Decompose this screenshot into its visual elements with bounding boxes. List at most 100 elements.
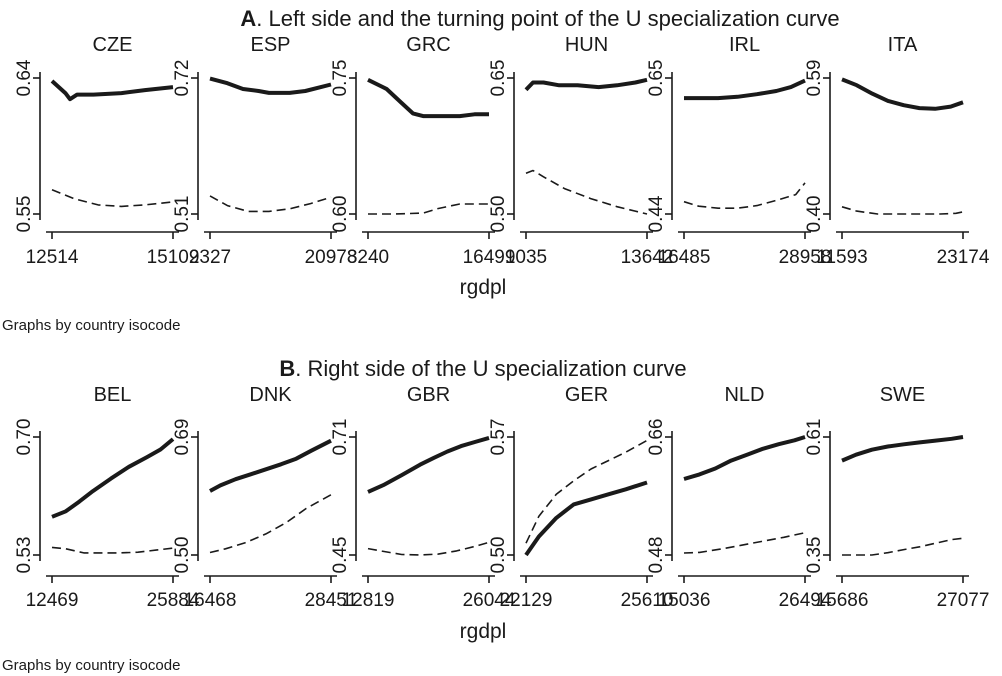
panel-a-esp-title: ESP (250, 34, 290, 56)
panel-a-irl-y-tick-label: 0.44 (646, 195, 667, 232)
panel-b-ger-dashed-line (525, 439, 648, 544)
panel-a-grc-solid-line (367, 78, 489, 119)
panel-a-ita-y-tick-label: 0.59 (804, 60, 825, 97)
panel-a-irl-dashed-line (683, 182, 806, 209)
panel-b-gbr-dashed-line (367, 541, 490, 556)
panel-b-dnk-x-tick-label: 16468 (184, 590, 237, 611)
panel-b-xlabel: rgdpl (460, 620, 507, 643)
panel-a-esp-y-tick-label: 0.51 (172, 196, 193, 233)
panel-b-bel-y-tick-label: 0.53 (14, 537, 35, 574)
panel-a-grc-x-tick-label: 8240 (347, 247, 389, 268)
panel-b-swe-dashed-line (842, 537, 964, 556)
panel-b-dnk-title: DNK (249, 384, 292, 406)
panel-b-swe-x-tick-label: 15686 (816, 590, 869, 611)
panel-b-gbr-y-tick-label: 0.71 (330, 419, 351, 456)
panel-a-grc-title: GRC (406, 34, 450, 56)
panel-a-ita-y-tick-label: 0.40 (804, 196, 825, 233)
panel-a-grc-x-tick-label: 16491 (463, 247, 516, 268)
panel-b-gbr-title: GBR (407, 384, 450, 406)
panel-a-title-text: . Left side and the turning point of the… (256, 6, 839, 31)
panel-b-nld-x-tick-label: 15036 (658, 590, 711, 611)
panel-b-bel-x-tick-label: 25884 (147, 590, 200, 611)
panel-a-title: A. Left side and the turning point of th… (240, 6, 839, 31)
panel-a-ita-subplot: ITA 0.40 0.59 11593 23174 (804, 34, 990, 268)
panel-a-irl-solid-line (684, 78, 806, 101)
panel-b-swe-title: SWE (880, 384, 926, 406)
panel-b-swe-y-tick-label: 0.35 (804, 537, 825, 574)
panel-b-subplots: BEL 0.53 0.70 12469 25884 DNK 0.50 0.69 16468 284… (14, 384, 989, 611)
panel-a-cze-x-tick-label: 12514 (26, 247, 79, 268)
panel-a-hun-solid-line (524, 77, 648, 92)
panel-b-nld-title: NLD (724, 384, 764, 406)
panel-b-gbr-solid-line (367, 435, 490, 494)
panel-a-irl-title: IRL (729, 34, 760, 56)
panel-b-nld-solid-line (683, 435, 806, 481)
panel-b-ger-y-tick-label: 0.50 (488, 537, 509, 574)
panel-a-xlabel: rgdpl (460, 276, 507, 299)
panel-b-gbr-y-tick-label: 0.45 (330, 537, 351, 574)
panel-a-subplots: CZE 0.55 0.64 12514 15102 ESP 0.51 0.72 9327 2097… (14, 34, 990, 268)
panel-a-esp-solid-line (209, 76, 332, 95)
panel-a-irl-x-tick-label: 16485 (658, 247, 711, 268)
panel-a-ita-solid-line (841, 77, 964, 111)
panel-b-dnk-subplot: DNK 0.50 0.69 16468 28451 (172, 384, 357, 611)
panel-a-cze-title: CZE (93, 34, 133, 56)
panel-a-hun-y-tick-label: 0.65 (488, 60, 509, 97)
panel-a-hun-x-tick-label: 9035 (505, 247, 547, 268)
panel-a-hun-subplot: HUN 0.50 0.65 9035 13642 (488, 34, 673, 268)
panel-b-nld-subplot: NLD 0.48 0.66 15036 26494 (646, 384, 832, 611)
panel-b-gbr-x-tick-label: 12819 (342, 590, 395, 611)
panel-a-ita-x-tick-label: 23174 (937, 247, 990, 268)
panel-a-esp-x-tick-label: 9327 (189, 247, 231, 268)
panel-a-grc-subplot: GRC 0.60 0.75 8240 16491 (330, 34, 515, 268)
panel-b-bel-x-tick-label: 12469 (26, 590, 79, 611)
panel-a-hun-title: HUN (565, 34, 608, 56)
panel-b-swe-y-tick-label: 0.61 (804, 419, 825, 456)
panel-a-grc-y-tick-label: 0.75 (330, 60, 351, 97)
panel-b-bel-subplot: BEL 0.53 0.70 12469 25884 (14, 384, 200, 611)
panel-b-dnk-y-tick-label: 0.69 (172, 419, 193, 456)
panel-a-cze-y-tick-label: 0.55 (14, 196, 35, 233)
panel-b-nld-dashed-line (683, 531, 806, 554)
panel-b-nld-x-tick-label: 26494 (779, 590, 832, 611)
panel-b-swe-x-tick-label: 27077 (937, 590, 990, 611)
panel-b-bel-solid-line (51, 437, 175, 519)
panel-b-gbr-subplot: GBR 0.45 0.71 12819 26044 (330, 384, 516, 611)
panel-b-dnk-dashed-line (209, 494, 332, 554)
panel-a-note: Graphs by country isocode (2, 317, 180, 334)
panel-b-ger-solid-line (524, 480, 648, 557)
panel-a-ita-dashed-line (841, 206, 964, 215)
panel-a-cze-solid-line (50, 79, 174, 102)
panel-a-hun-y-tick-label: 0.50 (488, 196, 509, 233)
panel-b-dnk-y-tick-label: 0.50 (172, 537, 193, 574)
panel-b-letter: B (279, 356, 295, 381)
panel-a-ita-x-tick-label: 11593 (816, 247, 867, 268)
panel-a-esp-subplot: ESP 0.51 0.72 9327 20973 (172, 34, 357, 268)
panel-b-note: Graphs by country isocode (2, 657, 180, 674)
panel-a-cze-dashed-line (51, 189, 174, 208)
panel-b-title-text: . Right side of the U specialization cur… (295, 356, 686, 381)
panel-a-grc-y-tick-label: 0.60 (330, 196, 351, 233)
panel-a-esp-dashed-line (209, 195, 332, 213)
panel-b-swe-subplot: SWE 0.35 0.61 15686 27077 (804, 384, 989, 611)
panel-a-irl-subplot: IRL 0.44 0.65 16485 28958 (646, 34, 831, 268)
panel-b-bel-dashed-line (51, 546, 174, 554)
panel-a-cze-subplot: CZE 0.55 0.64 12514 15102 (14, 34, 199, 268)
panel-a-cze-y-tick-label: 0.64 (14, 59, 35, 96)
panel-b-gbr-x-tick-label: 26044 (463, 590, 516, 611)
panel-b-dnk-x-tick-label: 28451 (305, 590, 358, 611)
panel-b-ger-x-tick-label: 25610 (621, 590, 674, 611)
panel-a-esp-y-tick-label: 0.72 (172, 60, 193, 97)
panel-b-nld-y-tick-label: 0.66 (646, 419, 667, 456)
panel-a-cze-x-tick-label: 15102 (147, 247, 200, 268)
panel-a-irl-y-tick-label: 0.65 (646, 60, 667, 97)
panel-a-letter: A (240, 6, 256, 31)
panel-b-nld-y-tick-label: 0.48 (646, 537, 667, 574)
panel-b-swe-solid-line (841, 435, 964, 463)
panel-b-dnk-solid-line (209, 438, 332, 493)
panel-b-ger-title: GER (565, 384, 608, 406)
panel-b-bel-y-tick-label: 0.70 (14, 419, 35, 456)
panel-a-irl-x-tick-label: 28958 (779, 247, 832, 268)
panel-a-hun-dashed-line (525, 169, 648, 215)
